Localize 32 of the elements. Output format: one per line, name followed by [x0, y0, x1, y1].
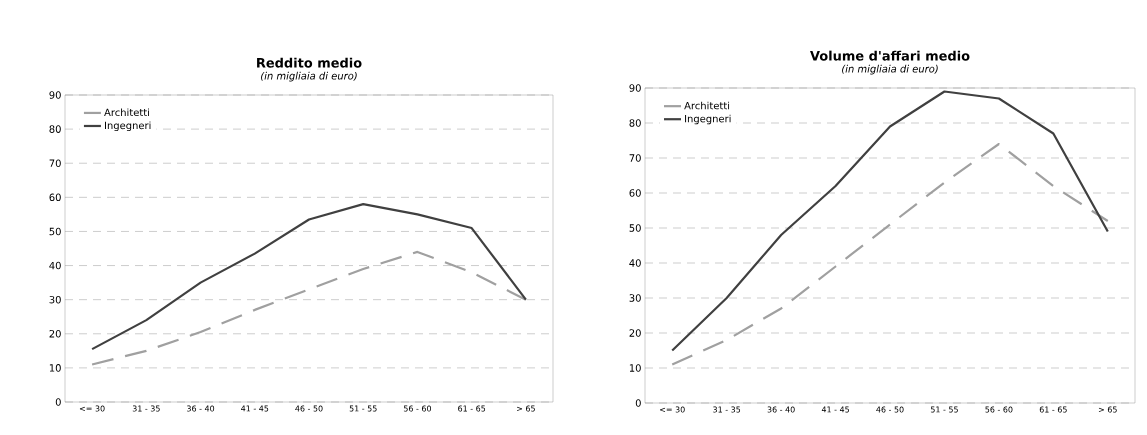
y-tick-label: 80	[49, 125, 61, 133]
chart-subtitle: (in migliaia di euro)	[261, 71, 357, 82]
legend-label: Ingegneri	[685, 114, 731, 125]
legend-label: Ingegneri	[105, 121, 151, 132]
y-tick-label: 10	[629, 364, 641, 372]
y-tick-label: 60	[629, 189, 641, 197]
chart-title: Volume d'affari medio	[810, 50, 970, 61]
y-tick-label: 0	[635, 399, 641, 407]
y-tick-label: 40	[49, 261, 61, 270]
chart-title: Reddito medio	[257, 57, 362, 68]
y-tick-label: 90	[629, 84, 641, 92]
y-tick-label: 10	[49, 364, 61, 372]
y-tick-label: 0	[55, 398, 61, 406]
line-series	[671, 142, 1109, 366]
line-series	[91, 203, 527, 351]
line-series	[671, 90, 1109, 352]
y-tick-label: 70	[629, 154, 641, 162]
y-tick-label: 40	[629, 259, 641, 267]
y-tick-label: 70	[49, 159, 61, 167]
y-tick-label: 20	[49, 330, 61, 338]
y-tick-label: 90	[49, 91, 61, 99]
y-tick-label: 50	[49, 227, 61, 236]
y-tick-label: 60	[49, 193, 61, 202]
legend-label: Architetti	[684, 101, 730, 110]
chart-subtitle: (in migliaia di euro)	[842, 64, 938, 75]
y-tick-label: 20	[629, 329, 641, 337]
y-tick-label: 30	[49, 295, 61, 304]
legend-label: Architetti	[104, 108, 149, 117]
y-tick-label: 80	[629, 119, 641, 127]
y-tick-label: 50	[629, 224, 641, 232]
y-tick-label: 30	[629, 294, 641, 302]
line-series	[91, 250, 527, 366]
